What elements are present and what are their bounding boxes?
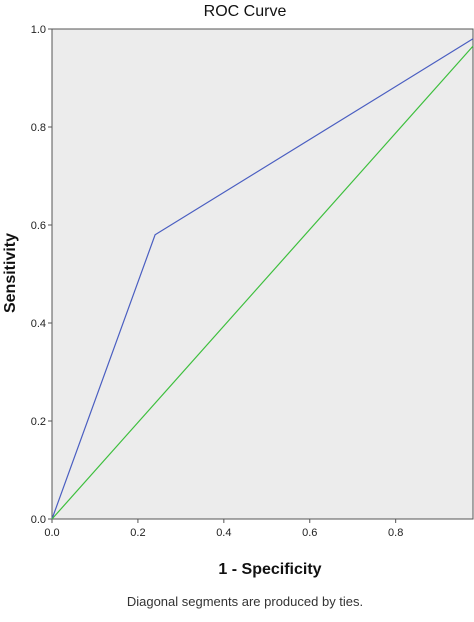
y-axis-title: Sensitivity <box>2 233 19 313</box>
reference-diagonal-line <box>51 45 474 520</box>
x-tick-label: 0.6 <box>302 527 317 539</box>
y-tick-label: 0.8 <box>31 122 46 134</box>
footnote: Diagonal segments are produced by ties. <box>127 594 363 609</box>
y-tick-label: 0.4 <box>31 318 46 330</box>
y-tick-label: 0.6 <box>31 220 46 232</box>
x-tick-label: 0.2 <box>130 527 145 539</box>
x-tick-label: 0.8 <box>388 527 403 539</box>
chart-title: ROC Curve <box>204 3 287 20</box>
x-tick-label: 0.0 <box>44 527 59 539</box>
y-tick-label: 1.0 <box>31 24 46 36</box>
plot-area <box>51 28 474 520</box>
x-axis-title: 1 - Specificity <box>218 561 321 578</box>
roc-curve-line <box>51 38 474 520</box>
x-tick-label: 0.4 <box>216 527 231 539</box>
y-tick-label: 0.0 <box>31 514 46 526</box>
y-tick-label: 0.2 <box>31 416 46 428</box>
